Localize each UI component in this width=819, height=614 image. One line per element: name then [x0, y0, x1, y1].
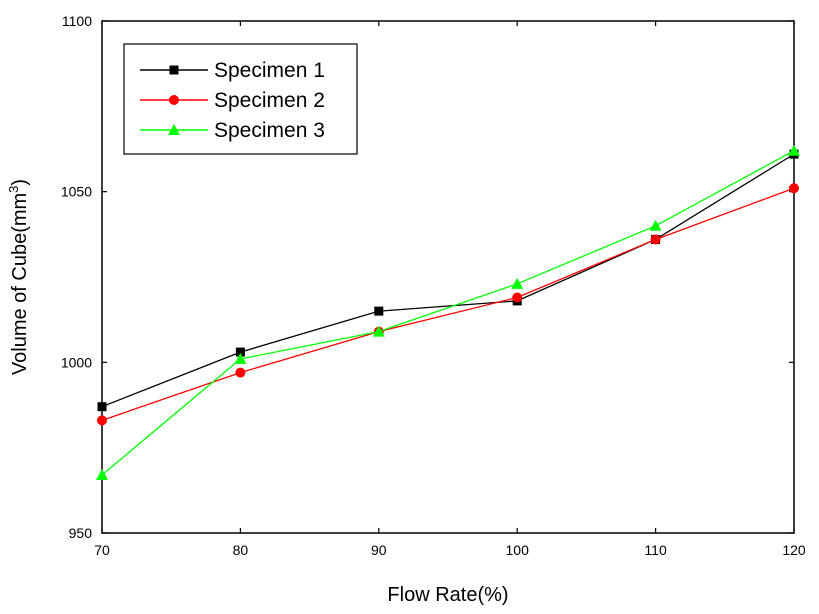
series-line	[101, 153, 795, 408]
x-tick-label: 80	[233, 542, 249, 558]
data-point	[789, 183, 799, 194]
x-tick-label: 90	[371, 542, 387, 558]
legend-item-2: Specimen 2	[140, 89, 325, 112]
data-point	[649, 219, 662, 231]
x-axis: 70 80 90 100 110 120	[94, 21, 806, 558]
y-axis-title: Volume of Cube(mm3)	[6, 179, 31, 375]
y-tick-label: 1100	[62, 13, 92, 29]
data-point	[650, 234, 661, 245]
x-tick-label: 100	[506, 542, 530, 558]
y-axis-title-sup: 3	[6, 186, 21, 193]
legend-item-3: Specimen 3	[140, 119, 325, 142]
y-tick-label: 950	[69, 525, 93, 541]
data-point	[234, 352, 247, 364]
legend-label: Specimen 1	[214, 59, 325, 82]
legend-marker	[169, 95, 179, 105]
x-axis-title: Flow Rate(%)	[387, 584, 508, 606]
x-tick-label: 70	[94, 542, 110, 558]
data-point	[788, 144, 800, 156]
series-specimen-3	[96, 144, 800, 480]
legend-marker	[168, 124, 180, 135]
series-layer	[96, 144, 800, 480]
y-axis-title-tail: )	[9, 179, 31, 186]
legend-item-1: Specimen 1	[140, 59, 325, 82]
y-axis: 950 1000 1050 1100	[61, 13, 794, 541]
x-tick-label: 120	[782, 542, 806, 558]
series-line	[101, 150, 795, 476]
data-point	[372, 325, 385, 337]
data-point	[235, 347, 245, 357]
data-point	[97, 402, 107, 412]
legend-marker	[169, 65, 179, 75]
data-point	[235, 367, 246, 378]
series-specimen-1	[97, 149, 799, 412]
data-point	[511, 277, 524, 289]
data-point	[512, 292, 523, 303]
data-point	[96, 468, 108, 480]
x-tick-label: 110	[644, 542, 667, 558]
legend-box	[123, 43, 358, 155]
y-axis-title-main: Volume of Cube(mm	[9, 193, 31, 375]
series-specimen-2	[97, 183, 799, 426]
legend-label: Specimen 3	[214, 119, 325, 142]
y-tick-label: 1050	[61, 184, 92, 200]
legend: Specimen 1 Specimen 2 Specimen 3	[123, 43, 358, 155]
y-tick-label: 1000	[61, 354, 92, 370]
data-point	[374, 306, 384, 316]
legend-label: Specimen 2	[214, 89, 325, 112]
series-line	[101, 187, 795, 421]
plot-area-frame	[101, 20, 795, 534]
legend-items: Specimen 1 Specimen 2 Specimen 3	[140, 59, 325, 142]
data-point	[97, 415, 107, 426]
